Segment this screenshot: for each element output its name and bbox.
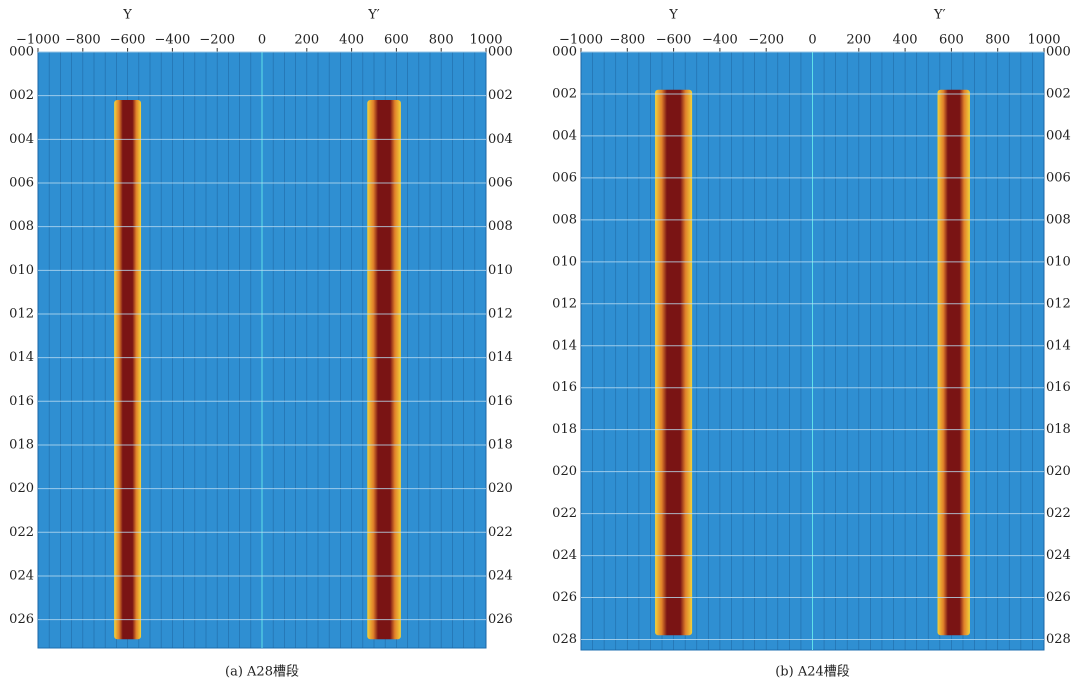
y-tick-label: 012 [9,306,34,321]
x-tick-label: 1000 [1027,33,1060,48]
y-tick-label-right: 020 [1046,464,1071,479]
y-tick-label-right: 008 [1046,212,1071,227]
y-tick-label: 018 [9,437,34,452]
y-tick-label: 028 [552,632,577,647]
x-tick-label: −200 [748,33,784,48]
y-tick-label-right: 004 [1046,128,1071,143]
y-tick-label: 004 [9,132,34,147]
y-tick-label-right: 016 [1046,380,1071,395]
x-tick-label: −800 [609,33,645,48]
reflection-band [655,89,693,636]
x-tick-label: −600 [656,33,692,48]
x-tick-label: −600 [110,33,146,48]
y-tick-label-right: 022 [1046,506,1071,521]
y-tick-label: 012 [552,296,577,311]
y-tick-label-right: 022 [488,525,513,540]
y-tick-label: 002 [9,88,34,103]
caption: (a) A28槽段 [225,665,299,680]
y-tick-label: 022 [9,525,34,540]
x-tick-label: −200 [199,33,235,48]
y-tick-label: 010 [552,254,577,269]
y-tick-label-right: 008 [488,219,513,234]
axis-annotation: Y [122,8,132,23]
x-tick-label: −1000 [559,33,603,48]
axis-annotation: Y′ [933,8,946,23]
x-tick-label: 600 [384,33,409,48]
y-tick-label-right: 004 [488,132,513,147]
y-tick-label-right: 006 [488,175,513,190]
y-tick-label: 000 [552,45,577,60]
x-tick-label: 800 [429,33,454,48]
y-tick-label-right: 012 [488,306,513,321]
x-tick-label: −400 [155,33,191,48]
y-tick-label-right: 026 [1046,590,1071,605]
y-tick-label: 026 [9,612,34,627]
reflection-band [114,100,142,640]
y-tick-label: 026 [552,590,577,605]
y-tick-label: 014 [552,338,577,353]
y-tick-label-right: 016 [488,394,513,409]
y-tick-label: 010 [9,263,34,278]
y-tick-label-right: 012 [1046,296,1071,311]
x-tick-label: 200 [294,33,319,48]
y-tick-label-right: 018 [488,437,513,452]
x-tick-label: 400 [339,33,364,48]
y-tick-label: 014 [9,350,34,365]
x-tick-label: 800 [985,33,1010,48]
y-tick-label: 020 [552,464,577,479]
y-tick-label: 004 [552,128,577,143]
x-tick-label: 0 [808,33,816,48]
y-tick-label-right: 014 [488,350,513,365]
y-tick-label: 016 [552,380,577,395]
reflection-band [937,89,970,636]
y-tick-label-right: 000 [488,45,513,60]
y-tick-label: 000 [9,45,34,60]
y-tick-label-right: 014 [1046,338,1071,353]
reflection-band [367,100,401,640]
axis-annotation: Y [668,8,678,23]
y-tick-label: 008 [9,219,34,234]
y-tick-label-right: 002 [1046,86,1071,101]
y-tick-label: 018 [552,422,577,437]
y-tick-label: 006 [9,175,34,190]
axis-annotation: Y′ [367,8,380,23]
y-tick-label-right: 010 [488,263,513,278]
y-tick-label: 020 [9,481,34,496]
x-tick-label: 200 [846,33,871,48]
caption: (b) A24槽段 [775,665,850,680]
y-tick-label-right: 024 [488,568,513,583]
x-tick-label: −1000 [16,33,60,48]
y-tick-label: 022 [552,506,577,521]
y-tick-label: 006 [552,170,577,185]
x-tick-label: 400 [893,33,918,48]
y-tick-label: 002 [552,86,577,101]
y-tick-label: 016 [9,394,34,409]
y-tick-label-right: 010 [1046,254,1071,269]
y-tick-label-right: 000 [1046,45,1071,60]
y-tick-label: 024 [552,548,577,563]
x-tick-label: −400 [702,33,738,48]
x-tick-label: 0 [258,33,266,48]
y-tick-label: 024 [9,568,34,583]
y-tick-label-right: 002 [488,88,513,103]
y-tick-label-right: 028 [1046,632,1071,647]
x-tick-label: −800 [65,33,101,48]
y-tick-label-right: 006 [1046,170,1071,185]
y-tick-label-right: 026 [488,612,513,627]
y-tick-label: 008 [552,212,577,227]
y-tick-label-right: 020 [488,481,513,496]
x-tick-label: 1000 [469,33,502,48]
x-tick-label: 600 [939,33,964,48]
y-tick-label-right: 018 [1046,422,1071,437]
y-tick-label-right: 024 [1046,548,1071,563]
